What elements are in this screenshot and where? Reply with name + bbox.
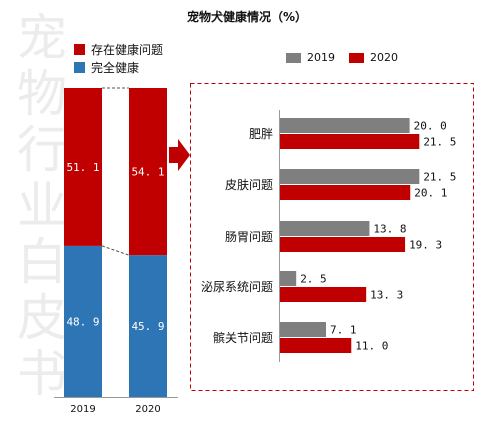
bar-2020-0 [280,134,420,149]
label-2019-3: 2. 5 [300,273,327,286]
legend-swatch-red [74,43,85,55]
label-2019-2: 13. 8 [373,223,406,236]
bar-2019-4 [280,322,327,337]
label-2020-4: 11. 0 [355,340,388,353]
label-2020-2: 19. 3 [409,239,442,252]
label-issue-2020: 54. 1 [131,166,164,179]
x-tick-2020: 2020 [135,404,160,415]
legend-swatch-red-2 [349,52,364,63]
legend-item-2019: 2019 [286,51,335,64]
bar-issue-2020 [129,88,167,256]
category-label-4: 髌关节问题 [213,330,273,345]
bar-healthy-2020 [129,255,167,397]
bar-healthy-2019 [64,245,102,397]
bar-issue-2019 [64,88,102,246]
legend-label-issue: 存在健康问题 [91,42,164,57]
legend-swatch-blue [74,61,85,73]
legend-label-2020: 2020 [370,51,398,64]
bar-2019-3 [280,271,297,286]
label-2020-1: 20. 1 [414,187,447,200]
bar-2019-0 [280,118,410,133]
bar-legend: 2019 2020 [286,51,412,64]
legend-item-issue: 存在健康问题 [74,40,163,58]
arrow-icon [169,139,190,171]
label-2019-0: 20. 0 [414,120,447,133]
x-tick-2019: 2019 [70,404,95,415]
label-2019-1: 21. 5 [423,171,456,184]
category-label-2: 肠胃问题 [225,230,273,244]
legend-item-2020: 2020 [349,51,398,64]
chart-title: 宠物犬健康情况（%） [186,10,308,24]
stacked-legend: 存在健康问题 完全健康 [74,40,163,76]
legend-swatch-gray [286,52,301,63]
label-issue-2019: 51. 1 [66,161,99,174]
label-healthy-2020: 45. 9 [131,320,164,333]
bar-2020-3 [280,287,367,302]
bar-2019-1 [280,169,420,184]
label-healthy-2019: 48. 9 [66,315,99,328]
category-label-0: 肥胖 [249,127,273,141]
bar-2020-1 [280,185,411,200]
bar-2019-2 [280,221,370,236]
connector-healthy [101,245,130,256]
category-label-3: 泌尿系统问题 [201,280,273,294]
label-2019-4: 7. 1 [330,324,357,337]
label-2020-0: 21. 5 [423,136,456,149]
legend-label-healthy: 完全健康 [91,60,140,75]
legend-label-2019: 2019 [307,51,335,64]
bar-2020-4 [280,338,352,353]
category-label-1: 皮肤问题 [225,177,273,192]
detail-frame [190,83,474,391]
bar-2020-2 [280,237,406,252]
label-2020-3: 13. 3 [370,289,403,302]
legend-item-healthy: 完全健康 [74,58,163,76]
